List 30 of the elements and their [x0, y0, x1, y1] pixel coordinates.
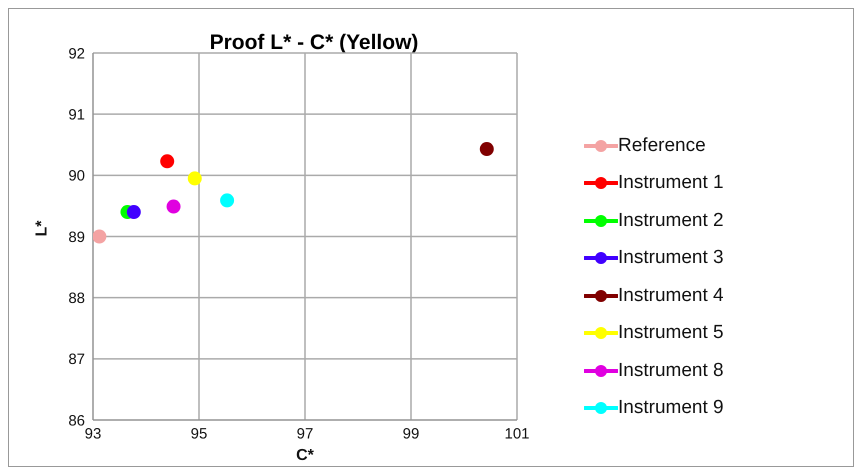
- point: [160, 154, 174, 168]
- x-tick-label: 101: [504, 426, 530, 443]
- chart-title: Proof L* - C* (Yellow): [208, 31, 420, 55]
- legend-label: Instrument 8: [618, 360, 724, 382]
- point: [166, 200, 181, 214]
- legend-label: Instrument 9: [618, 397, 724, 420]
- legend-label: Instrument 5: [618, 322, 724, 344]
- y-tick-label: 92: [68, 45, 85, 62]
- legend-label: Instrument 2: [618, 210, 724, 232]
- x-tick-label: 93: [84, 426, 102, 443]
- y-axis-title: L*: [34, 220, 51, 236]
- x-tick-label: 99: [402, 426, 420, 443]
- point: [480, 142, 494, 156]
- legend-label: Reference: [618, 134, 706, 157]
- legend-label: Instrument 3: [618, 247, 724, 270]
- y-tick-label: 90: [68, 168, 85, 185]
- x-tick-label: 97: [296, 426, 314, 443]
- legend-label: Instrument 1: [618, 172, 724, 194]
- y-tick-label: 88: [68, 290, 85, 307]
- y-tick-label: 86: [68, 412, 85, 430]
- y-tick-label: 87: [68, 351, 85, 368]
- point: [126, 205, 141, 220]
- x-axis-title: C*: [296, 447, 315, 464]
- legend-label: Instrument 4: [618, 284, 724, 307]
- point: [93, 230, 106, 244]
- x-tick-label: 95: [190, 426, 208, 443]
- y-tick-label: 91: [68, 106, 85, 124]
- point: [220, 193, 234, 208]
- y-tick-label: 89: [68, 228, 85, 246]
- point: [188, 171, 202, 186]
